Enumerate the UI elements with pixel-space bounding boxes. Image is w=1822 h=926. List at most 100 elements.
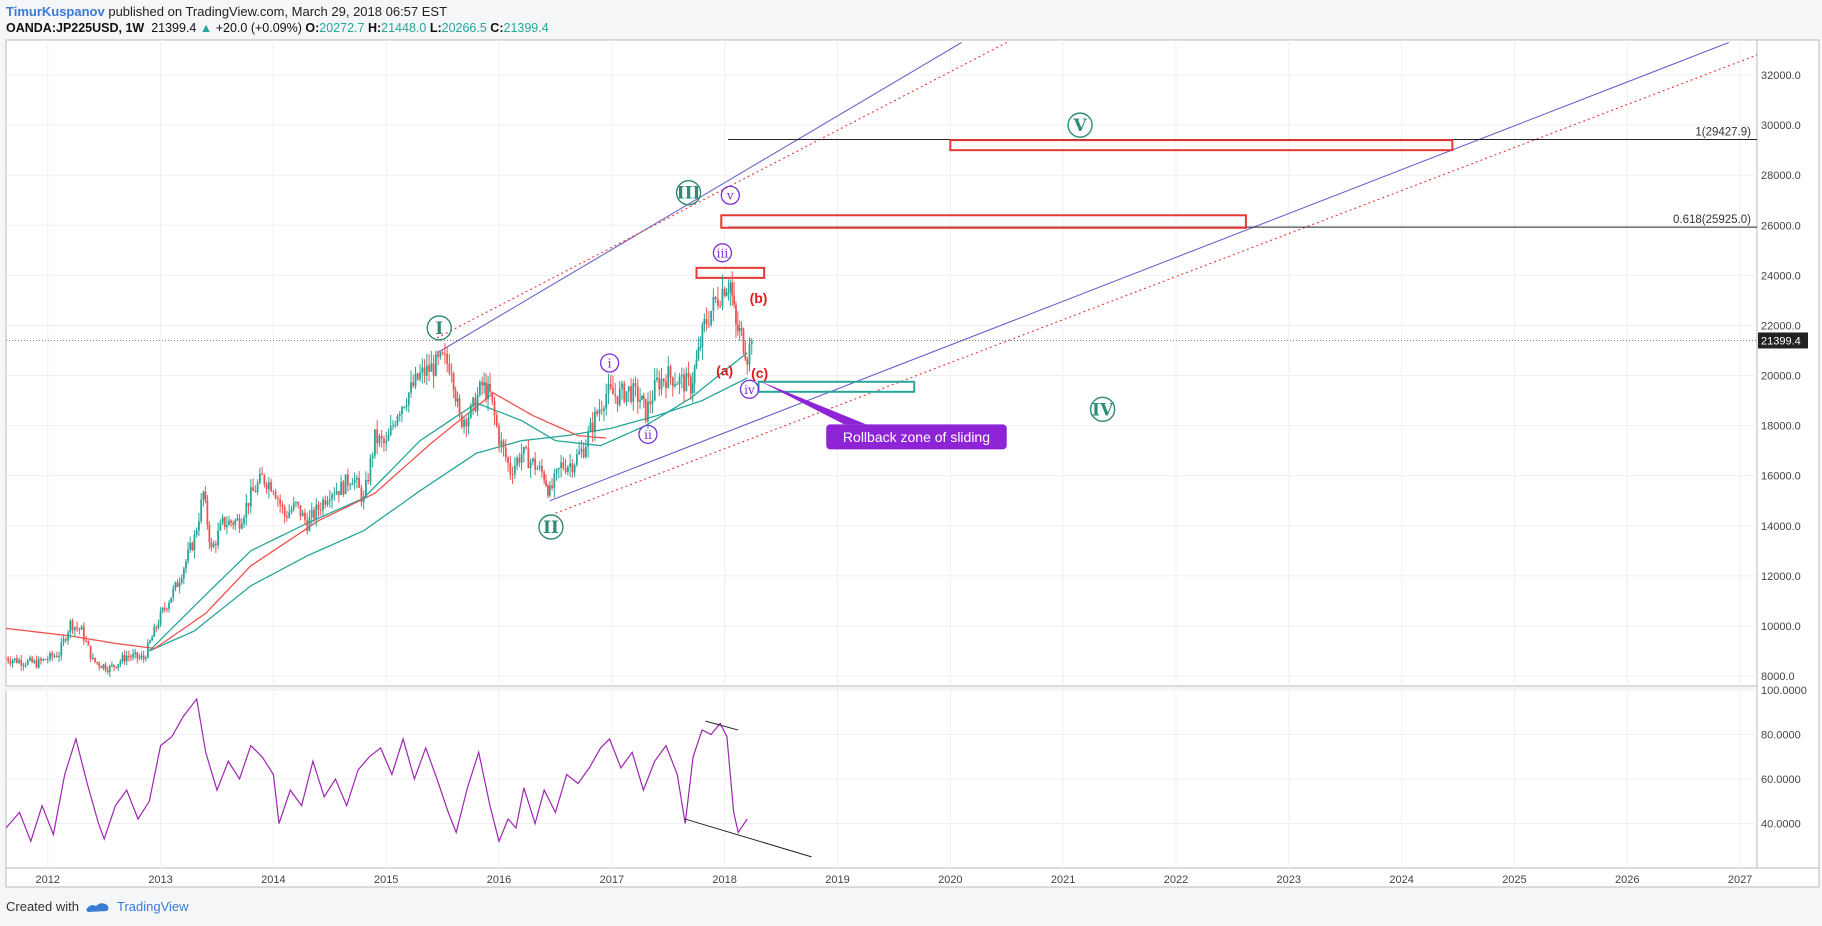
tradingview-logo-icon <box>85 902 109 912</box>
candle-body <box>478 381 481 395</box>
candle-body <box>656 377 658 380</box>
candle-body <box>450 373 453 375</box>
candle-body <box>507 457 509 463</box>
candle-body <box>594 411 596 433</box>
candle-body <box>82 626 85 641</box>
target-zone <box>720 214 1247 229</box>
candle-body <box>660 378 663 390</box>
candle-body <box>292 503 295 510</box>
candle-body <box>731 282 734 296</box>
candle-body <box>691 383 694 394</box>
candle-body <box>536 468 539 470</box>
candle-body <box>651 400 654 405</box>
candle-body <box>727 292 730 294</box>
y-tick-label: 14000.0 <box>1761 521 1801 533</box>
candle-body <box>369 457 372 482</box>
open-label: O: <box>305 21 320 35</box>
candle-body <box>106 670 109 673</box>
candle-body <box>6 658 7 660</box>
candle-body <box>113 664 115 667</box>
tradingview-link[interactable]: TradingView <box>116 899 189 914</box>
candle-body <box>534 458 537 470</box>
footer: Created with TradingView <box>6 899 189 914</box>
candle-body <box>331 494 333 500</box>
high-value: 21448.0 <box>381 21 427 35</box>
candle-body <box>73 627 76 631</box>
candle-body <box>618 388 621 405</box>
candle-body <box>98 662 101 667</box>
candle-body <box>414 373 417 387</box>
candle-body <box>419 372 421 380</box>
candle-body <box>557 468 560 470</box>
candle-body <box>439 352 442 357</box>
candle-body <box>335 490 338 495</box>
x-tick-label: 2018 <box>712 874 736 886</box>
candle-body <box>232 522 235 525</box>
candle-body <box>40 658 42 661</box>
candle-body <box>525 446 528 449</box>
candle-body <box>297 501 300 505</box>
wave-label-minor: i <box>608 357 612 371</box>
candle-body <box>632 383 635 402</box>
x-tick-label: 2012 <box>36 874 60 886</box>
low-label: L: <box>429 21 442 35</box>
candle-body <box>230 520 232 523</box>
candle-body <box>9 661 12 664</box>
candle-body <box>531 458 534 462</box>
wave-label-circle <box>426 315 452 341</box>
candle-body <box>705 318 708 324</box>
candle-body <box>571 463 574 473</box>
candle-body <box>53 655 56 657</box>
author-link[interactable]: TimurKuspanov <box>6 4 105 19</box>
candle-body <box>665 381 667 388</box>
candle-body <box>306 519 309 531</box>
candle-body <box>142 655 145 660</box>
candle-body <box>529 461 532 469</box>
candle-body <box>710 310 713 325</box>
candle-body <box>522 446 525 454</box>
target-zone <box>949 139 1454 152</box>
candle-body <box>371 455 374 458</box>
y-tick-label: 10000.0 <box>1761 621 1801 633</box>
candle-body <box>430 363 433 372</box>
candle-body <box>288 512 291 518</box>
candle-body <box>64 638 67 641</box>
candle-body <box>551 485 553 489</box>
candle-body <box>750 340 753 345</box>
candle-body <box>204 491 207 500</box>
candle-body <box>176 582 179 587</box>
candle-body <box>562 462 565 468</box>
candle-body <box>7 658 10 662</box>
price-scale <box>1756 39 1820 869</box>
candle-body <box>140 655 143 658</box>
last-price-badge <box>1758 332 1808 349</box>
moving-average-line <box>149 377 748 652</box>
candle-body <box>243 517 245 524</box>
candle-body <box>680 374 683 377</box>
candle-body <box>658 377 661 390</box>
candle-body <box>616 395 619 405</box>
candle-body <box>326 501 329 505</box>
candle-body <box>662 378 665 382</box>
change-value: +20.0 (+0.09%) <box>215 21 302 35</box>
candle-body <box>223 517 226 527</box>
x-tick-label: 2024 <box>1389 874 1413 886</box>
candle-body <box>360 487 363 503</box>
candle-body <box>328 499 331 502</box>
candle-body <box>744 352 747 360</box>
candle-body <box>71 620 74 631</box>
candle-body <box>487 383 489 400</box>
candle-body <box>123 655 126 662</box>
y-tick-label: 12000.0 <box>1761 571 1801 583</box>
candle-body <box>387 434 390 441</box>
candle-body <box>693 367 696 384</box>
candle-body <box>407 392 410 406</box>
candle-body <box>598 409 601 414</box>
candle-body <box>117 664 120 668</box>
wave-label-minor: iii <box>717 246 729 260</box>
candle-body <box>136 652 139 659</box>
candle-body <box>149 640 151 643</box>
moving-average-line <box>148 352 748 652</box>
last-value: 21399.4 <box>151 21 197 35</box>
